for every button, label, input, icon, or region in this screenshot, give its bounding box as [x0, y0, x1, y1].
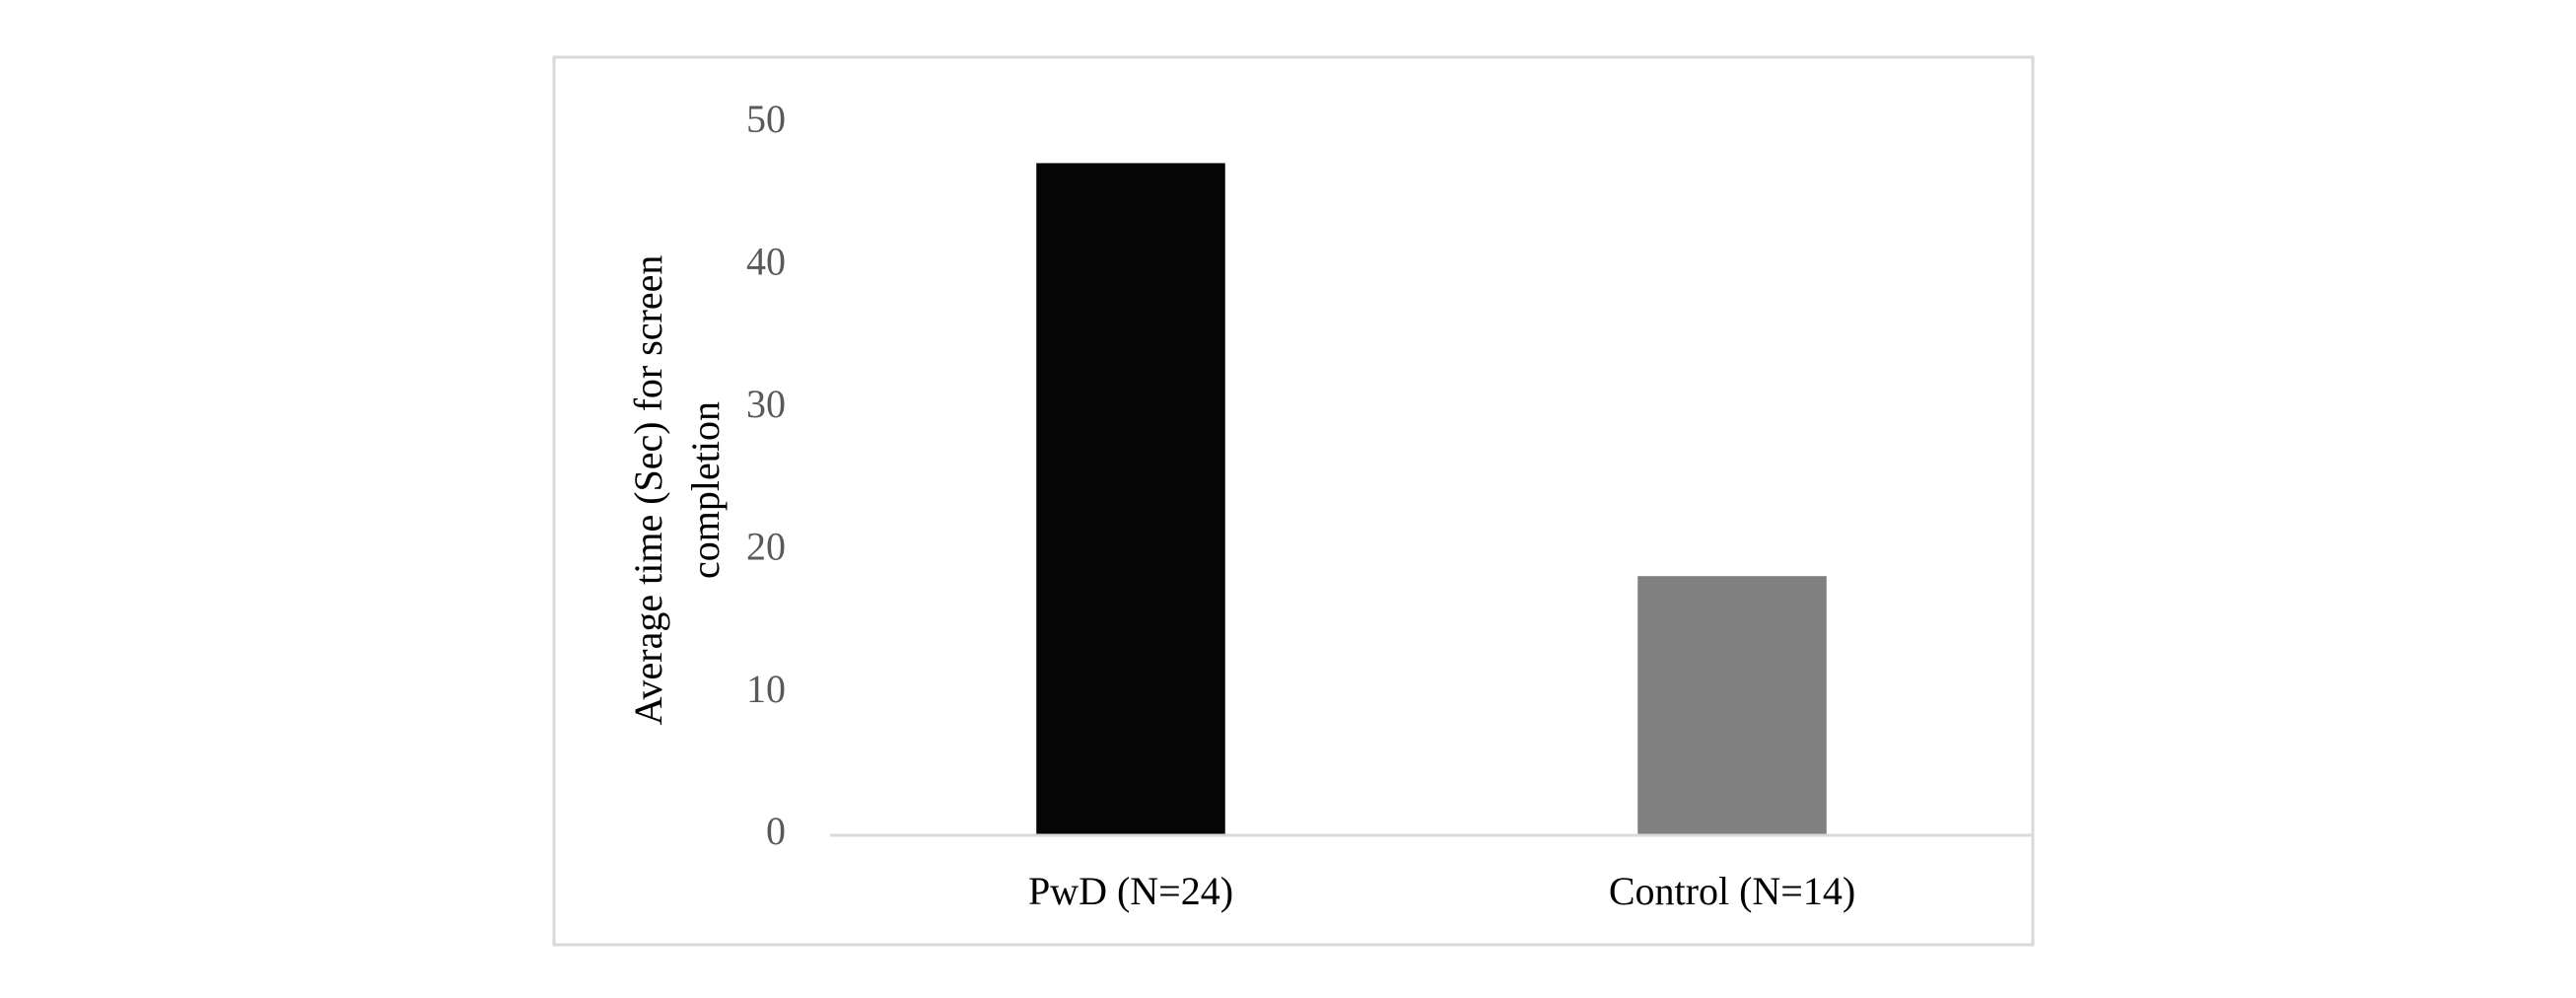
- x-tick-label: PwD (N=24): [1028, 869, 1233, 913]
- y-tick-label: 40: [746, 240, 786, 284]
- y-axis-label-line: completion: [683, 401, 728, 579]
- y-tick-label: 20: [746, 524, 786, 568]
- y-tick-label: 50: [746, 97, 786, 141]
- y-tick-label: 0: [766, 809, 786, 853]
- y-axis-label: Average time (Sec) for screen completion: [626, 255, 728, 726]
- y-axis-label-line: Average time (Sec) for screen: [626, 255, 670, 726]
- chart-frame: [552, 55, 2035, 947]
- bar: [1036, 163, 1225, 835]
- y-tick-label: 30: [746, 382, 786, 426]
- x-tick-label: Control (N=14): [1609, 869, 1855, 913]
- y-tick-label: 10: [746, 667, 786, 711]
- bar: [1637, 576, 1827, 835]
